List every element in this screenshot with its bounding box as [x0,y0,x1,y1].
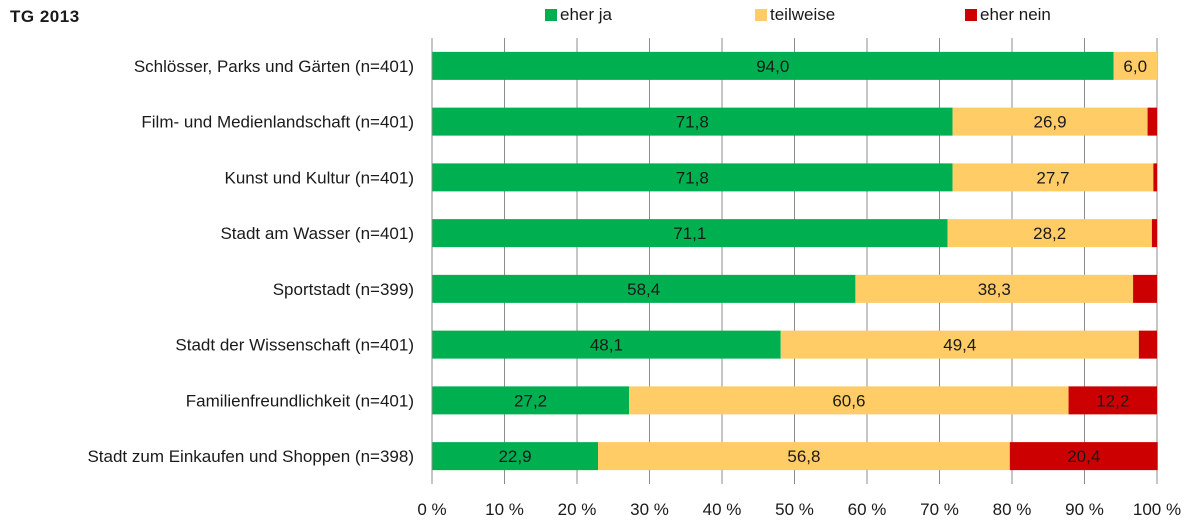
bar-segment-2 [1151,219,1157,248]
bar-segment-0 [432,219,948,248]
bar-segment-0 [432,163,953,192]
bar-segment-0 [432,274,856,303]
legend-label-teilweise: teilweise [770,5,836,24]
x-tick-label: 60 % [848,500,887,519]
x-tick-label: 70 % [920,500,959,519]
x-tick-label: 40 % [703,500,742,519]
data-label: 22,9 [498,447,531,466]
category-label: Schlösser, Parks und Gärten (n=401) [134,57,414,76]
data-label: 20,4 [1067,447,1100,466]
legend: eher ja teilweise eher nein [0,5,1194,27]
bar-segment-1 [1113,51,1157,80]
category-label: Stadt der Wissenschaft (n=401) [175,336,414,355]
x-tick-label: 30 % [630,500,669,519]
legend-label-eher-nein: eher nein [980,5,1051,24]
bar-segment-1 [855,274,1134,303]
x-tick-label: 20 % [558,500,597,519]
data-label: 49,4 [943,336,976,355]
x-tick-label: 100 % [1133,500,1181,519]
x-tick-label: 90 % [1065,500,1104,519]
legend-swatch-teilweise [755,9,767,21]
data-label: 6,0 [1123,57,1147,76]
bar-segment-1 [780,330,1139,359]
bar-segment-1 [947,219,1152,248]
category-label: Film- und Medienlandschaft (n=401) [141,113,414,132]
category-label: Sportstadt (n=399) [273,280,414,299]
bar-segment-1 [952,163,1154,192]
bar-segment-2 [1133,274,1157,303]
legend-item-eher-nein: eher nein [965,5,1051,25]
category-label: Familienfreundlichkeit (n=401) [186,391,414,410]
legend-swatch-eher-ja [545,9,557,21]
data-label: 60,6 [832,391,865,410]
data-label: 71,8 [676,168,709,187]
chart-title: TG 2013 [10,7,80,26]
bar-segment-1 [952,107,1148,136]
data-label: 12,2 [1096,391,1129,410]
bar-segment-2 [1068,386,1157,415]
bar-segment-2 [1009,442,1158,471]
legend-item-teilweise: teilweise [755,5,835,25]
bar-segment-0 [432,442,599,471]
x-tick-label: 10 % [485,500,524,519]
legend-label-eher-ja: eher ja [560,5,612,24]
data-label: 71,1 [673,224,706,243]
bar-segment-0 [432,107,953,136]
category-label: Kunst und Kultur (n=401) [225,168,414,187]
x-tick-label: 80 % [993,500,1032,519]
bar-segment-2 [1153,163,1157,192]
category-label: Stadt am Wasser (n=401) [220,224,414,243]
data-label: 38,3 [978,280,1011,299]
bar-segment-1 [629,386,1069,415]
data-label: 48,1 [590,336,623,355]
legend-item-eher-ja: eher ja [545,5,612,25]
bar-segment-0 [432,51,1114,80]
data-label: 71,8 [676,113,709,132]
bar-segment-2 [1147,107,1157,136]
bar-segment-0 [432,330,781,359]
legend-swatch-eher-nein [965,9,977,21]
data-label: 27,7 [1036,168,1069,187]
data-label: 27,2 [514,391,547,410]
bar-segment-0 [432,386,630,415]
data-label: 26,9 [1034,113,1067,132]
data-label: 28,2 [1033,224,1066,243]
bar-segment-1 [598,442,1010,471]
data-label: 58,4 [627,280,660,299]
bar-segment-2 [1138,330,1157,359]
data-label: 94,0 [756,57,789,76]
x-tick-label: 0 % [417,500,446,519]
data-label: 56,8 [787,447,820,466]
x-tick-label: 50 % [775,500,814,519]
category-label: Stadt zum Einkaufen und Shoppen (n=398) [87,447,414,466]
